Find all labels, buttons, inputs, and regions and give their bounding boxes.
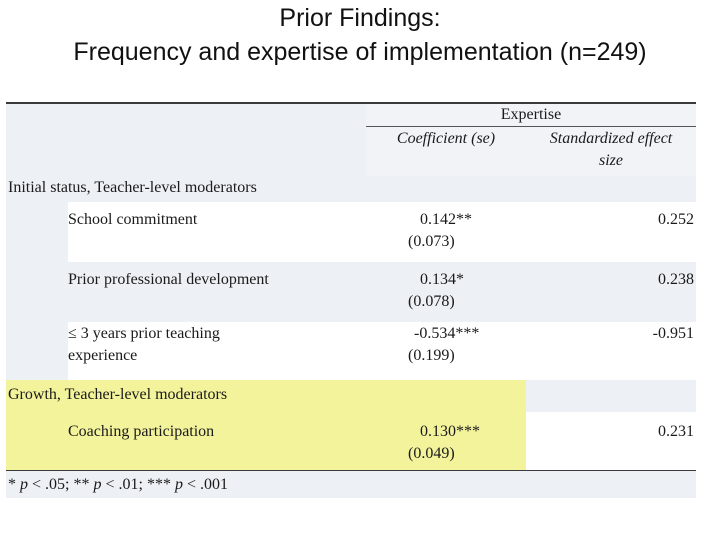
coefficient-cell: 0.142** (0.073) xyxy=(366,202,526,262)
standard-error-value: (0.049) xyxy=(408,445,455,462)
footnote-p: p xyxy=(174,476,183,493)
row-label: Prior professional development xyxy=(68,271,269,288)
findings-table: Expertise Coefficient (se) Standardized … xyxy=(6,102,696,498)
std-effect-cell: 0.231 xyxy=(526,412,696,470)
footnote-p: p xyxy=(93,476,102,493)
coefficient-cell: 0.134* (0.078) xyxy=(366,262,526,322)
table-row-label-cell: School commitment xyxy=(68,202,366,262)
std-effect-cell: 0.238 xyxy=(526,262,696,322)
coefficient-value: 0.130*** xyxy=(420,423,480,440)
row-label: Coaching participation xyxy=(68,423,215,440)
table-row-label-cell: Coaching participation xyxy=(68,412,366,470)
header-blank-cell-1 xyxy=(6,104,68,176)
std-effect-header-line-2: size xyxy=(599,152,623,169)
standard-error-value: (0.078) xyxy=(408,293,455,310)
std-effect-cell: 0.252 xyxy=(526,202,696,262)
section-row-initial: Initial status, Teacher-level moderators xyxy=(6,176,696,202)
slide-title-line-1: Prior Findings: xyxy=(279,4,441,32)
section-row-growth: Growth, Teacher-level moderators xyxy=(6,380,526,412)
expertise-header: Expertise xyxy=(500,106,562,123)
footnote-row: * p < .05; ** p < .01; *** p < .001 xyxy=(6,471,696,498)
coefficient-cell: -0.534*** (0.199) xyxy=(366,322,526,380)
table-row-label-cell: ≤ 3 years prior teaching experience xyxy=(68,322,366,380)
row-label: School commitment xyxy=(68,211,198,228)
footnote-lead: * xyxy=(8,476,20,493)
indent-cell xyxy=(6,412,68,470)
slide-title-line-2: Frequency and expertise of implementatio… xyxy=(73,38,647,66)
std-effect-cell: -0.951 xyxy=(526,322,696,380)
std-effect-value: -0.951 xyxy=(652,325,694,342)
table-top-rule xyxy=(6,102,696,104)
standard-error-value: (0.073) xyxy=(408,233,455,250)
row-label-line-2: experience xyxy=(68,347,138,364)
std-effect-value: 0.238 xyxy=(658,271,694,288)
indent-cell xyxy=(6,262,68,322)
header-blank-cell-2 xyxy=(68,104,366,176)
indent-cell xyxy=(6,322,68,380)
row-label: ≤ 3 years prior teaching xyxy=(68,325,220,342)
section-label-growth: Growth, Teacher-level moderators xyxy=(8,386,228,403)
coefficient-header: Coefficient (se) xyxy=(396,130,496,147)
std-effect-value: 0.231 xyxy=(658,423,694,440)
standard-error-value: (0.199) xyxy=(408,347,455,364)
footnote-text: < .001 xyxy=(182,476,228,493)
table-bottom-rule xyxy=(6,470,696,471)
footnote-text: < .05; ** xyxy=(28,476,94,493)
expertise-header-rule xyxy=(366,126,696,127)
section-label-initial: Initial status, Teacher-level moderators xyxy=(8,179,257,196)
std-effect-value: 0.252 xyxy=(658,211,694,228)
indent-cell xyxy=(6,202,68,262)
footnote-text: < .01; *** xyxy=(101,476,175,493)
coefficient-cell: 0.130*** (0.049) xyxy=(366,412,526,470)
significance-footnote: * p < .05; ** p < .01; *** p < .001 xyxy=(8,474,228,496)
coefficient-value: -0.534*** xyxy=(414,325,480,342)
std-effect-header-line-1: Standardized effect xyxy=(549,130,673,147)
table-row-label-cell: Prior professional development xyxy=(68,262,366,322)
coefficient-value: 0.142** xyxy=(420,211,472,228)
header-expertise-cell: Expertise Coefficient (se) Standardized … xyxy=(366,104,696,176)
coefficient-value: 0.134* xyxy=(420,271,464,288)
footnote-p: p xyxy=(20,476,28,493)
section-row-growth-tail xyxy=(526,380,696,412)
